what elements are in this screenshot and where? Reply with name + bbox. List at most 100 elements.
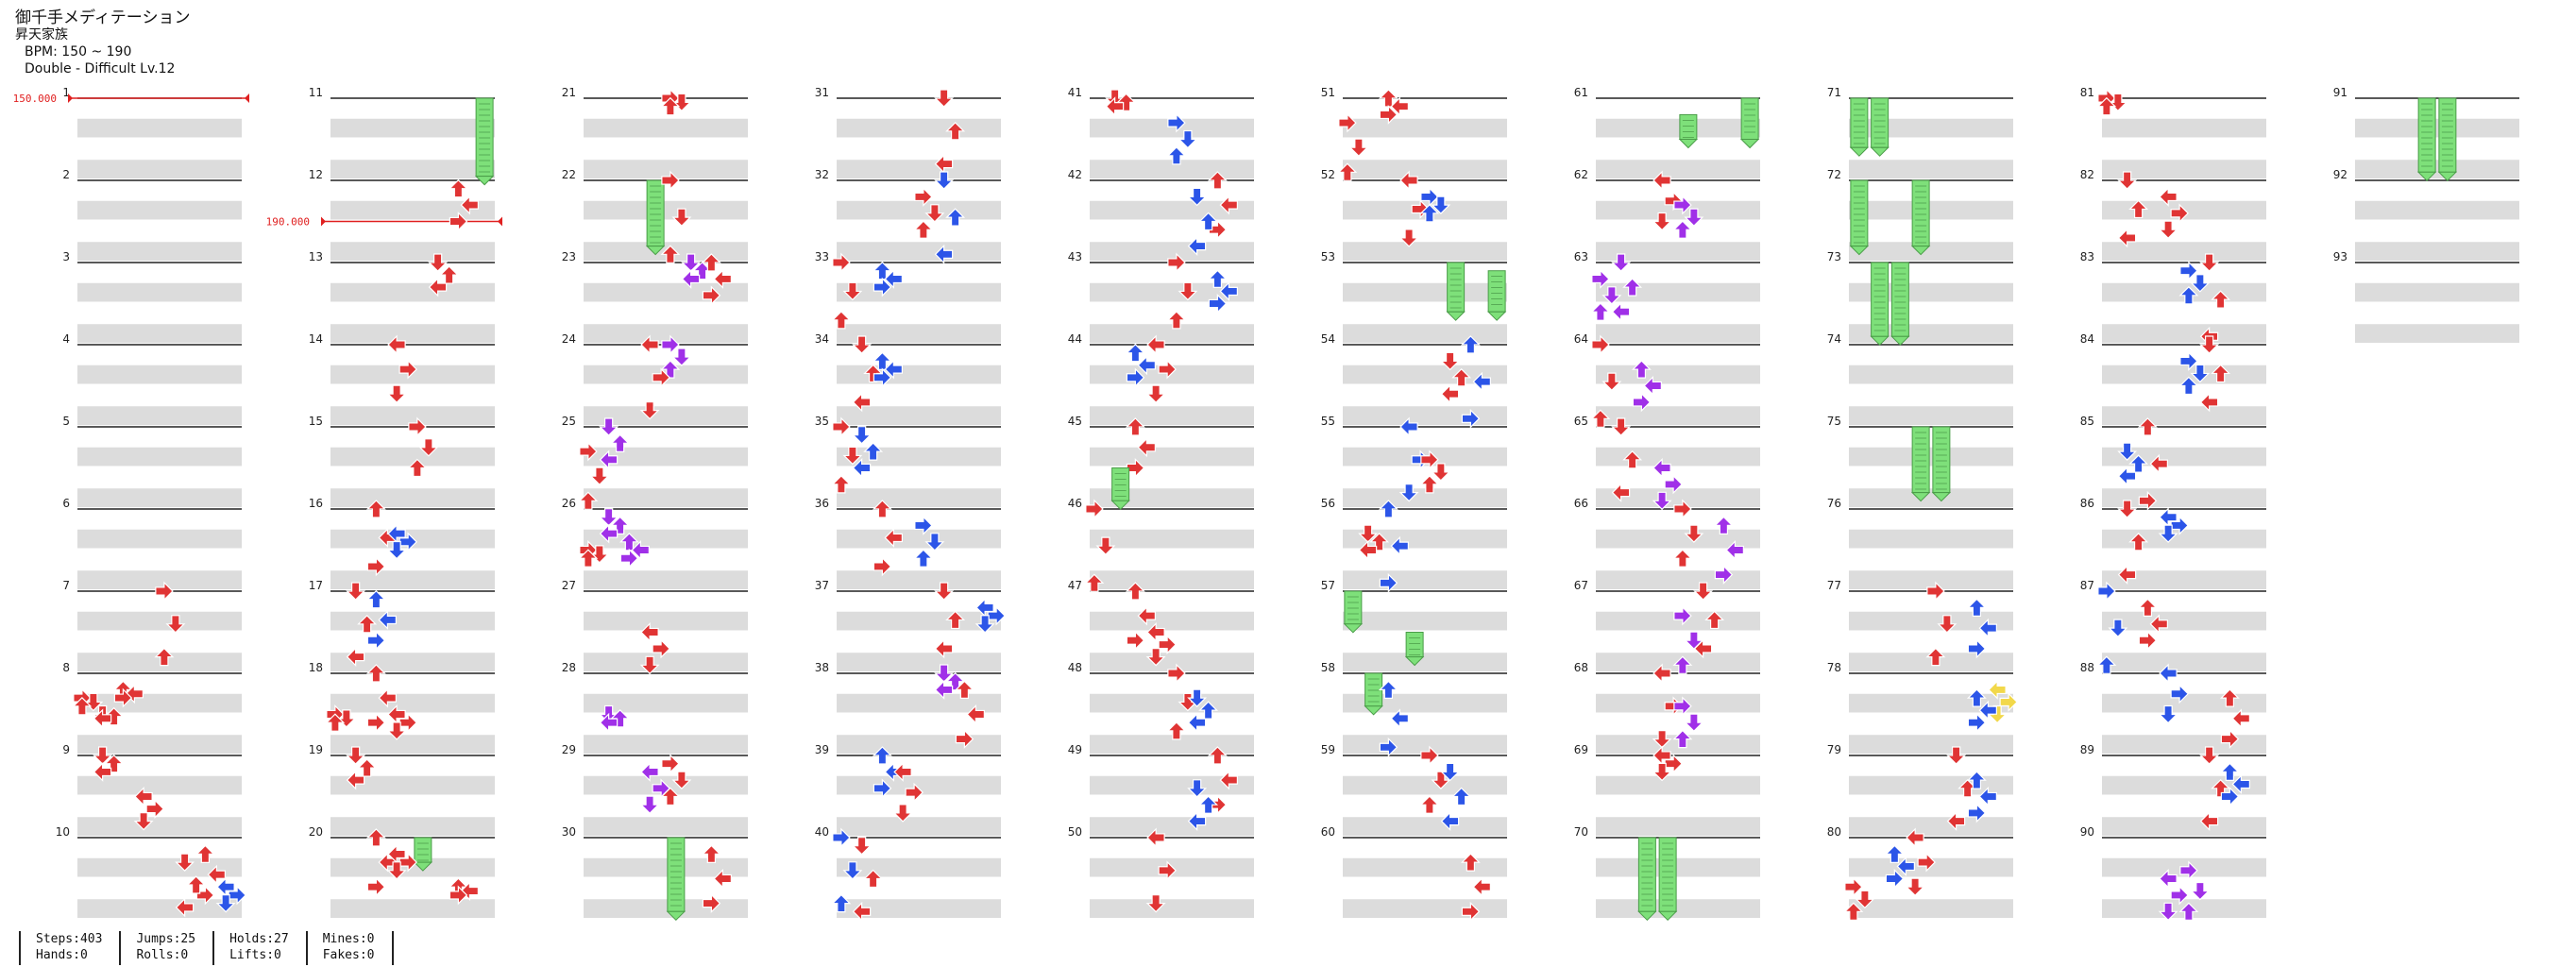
chart-difficulty: Double - Difficult Lv.12 (25, 61, 176, 76)
measure-number: 43 (1068, 250, 1082, 263)
arrow-shape (1966, 688, 1987, 707)
step-arrow (1905, 877, 1925, 897)
measure-number: 92 (2333, 168, 2347, 181)
arrow-shape (934, 244, 954, 264)
measure-number: 84 (2080, 332, 2094, 346)
step-arrow (1167, 663, 1186, 684)
arrow-shape (1632, 392, 1652, 413)
arrow-shape (1672, 655, 1693, 674)
arrow-shape (639, 655, 660, 675)
arrow-shape (1472, 371, 1491, 392)
beat-band (2355, 242, 2519, 261)
beat-band (1849, 160, 2013, 178)
step-chart: 1234567891011121314151617181920212223242… (13, 86, 2519, 922)
step-arrow (1472, 371, 1491, 392)
beat-band (837, 406, 1001, 425)
step-arrow (2178, 285, 2199, 305)
hold-note (1486, 270, 1507, 321)
step-arrow (892, 804, 913, 823)
arrow-shape (1145, 384, 1166, 404)
arrow-shape (2096, 96, 2117, 116)
step-arrow (407, 458, 428, 478)
step-arrow (2128, 532, 2149, 551)
arrow-shape (2138, 490, 2158, 511)
step-arrow (914, 515, 933, 535)
arrow-shape (1369, 532, 1390, 551)
step-arrow (428, 253, 449, 272)
step-arrow (2096, 96, 2117, 116)
hold-note (2416, 97, 2437, 182)
arrow-shape (1714, 565, 1734, 585)
arrow-shape (366, 630, 386, 651)
beat-band (330, 118, 495, 138)
arrow-shape (832, 827, 851, 848)
beat-band (1343, 653, 1507, 671)
step-arrow (2159, 663, 2178, 684)
hold-body (1911, 426, 1930, 494)
step-arrow (346, 582, 366, 601)
measure-number: 86 (2080, 497, 2094, 510)
beat-band (1343, 488, 1507, 507)
beat-band (1849, 447, 2013, 467)
step-arrow (852, 837, 873, 856)
beat-band (1596, 775, 1760, 795)
arrow-shape (1125, 582, 1145, 601)
step-arrow (460, 195, 479, 215)
step-arrow (2179, 860, 2198, 881)
bpm-marker-left (321, 216, 326, 227)
step-arrow (701, 844, 721, 864)
arrow-shape (460, 195, 479, 215)
hold-note (1364, 672, 1383, 716)
arrow-shape (1137, 355, 1156, 376)
step-arrow (1145, 647, 1166, 667)
step-arrow (366, 630, 386, 651)
measure-number: 59 (1321, 743, 1335, 756)
beat-band (330, 365, 495, 384)
arrow-shape (2128, 199, 2149, 219)
arrow-shape (873, 556, 892, 577)
measure-number: 2 (62, 168, 70, 181)
measure-number: 83 (2080, 250, 2094, 263)
step-arrow (966, 704, 985, 724)
step-arrow (2159, 869, 2178, 889)
arrow-shape (1917, 852, 1936, 873)
beat-band (1849, 282, 2013, 302)
stats-group-jumps: Jumps:25 Rolls:0 (119, 931, 212, 965)
arrow-shape (1125, 343, 1145, 363)
arrow-shape (1084, 573, 1105, 592)
measure-number: 13 (309, 250, 323, 263)
arrow-shape (852, 458, 872, 478)
step-arrow (1611, 483, 1631, 503)
beat-band (1090, 324, 1254, 343)
beat-band (1090, 899, 1254, 918)
step-arrow (954, 680, 974, 700)
step-arrow (1369, 532, 1390, 551)
arrow-shape (2158, 220, 2178, 240)
step-arrow (1125, 582, 1145, 601)
arrow-shape (578, 549, 599, 568)
beat-band (1596, 488, 1760, 507)
arrow-shape (1399, 170, 1418, 191)
hold-tail (1364, 705, 1383, 716)
beat-band (1090, 242, 1254, 261)
step-arrow (660, 360, 681, 379)
measure-number: 16 (309, 497, 323, 510)
step-arrow (1378, 500, 1398, 518)
arrow-shape (893, 761, 912, 782)
step-arrow (671, 348, 692, 366)
step-arrow (1219, 281, 1238, 301)
measure-number: 91 (2333, 86, 2347, 99)
hold-tail (2437, 171, 2458, 182)
beat-band (1596, 160, 1760, 178)
step-arrow (408, 416, 427, 437)
step-arrow (2178, 376, 2199, 396)
beat-band (1596, 570, 1760, 589)
step-arrow (2199, 746, 2220, 765)
beat-band (837, 693, 1001, 713)
arrow-shape (934, 664, 955, 683)
step-arrow (1652, 762, 1672, 782)
beat-band (330, 693, 495, 713)
measure-number: 80 (1827, 825, 1841, 839)
arrow-shape (1390, 708, 1409, 729)
measure-number: 3 (62, 250, 70, 263)
